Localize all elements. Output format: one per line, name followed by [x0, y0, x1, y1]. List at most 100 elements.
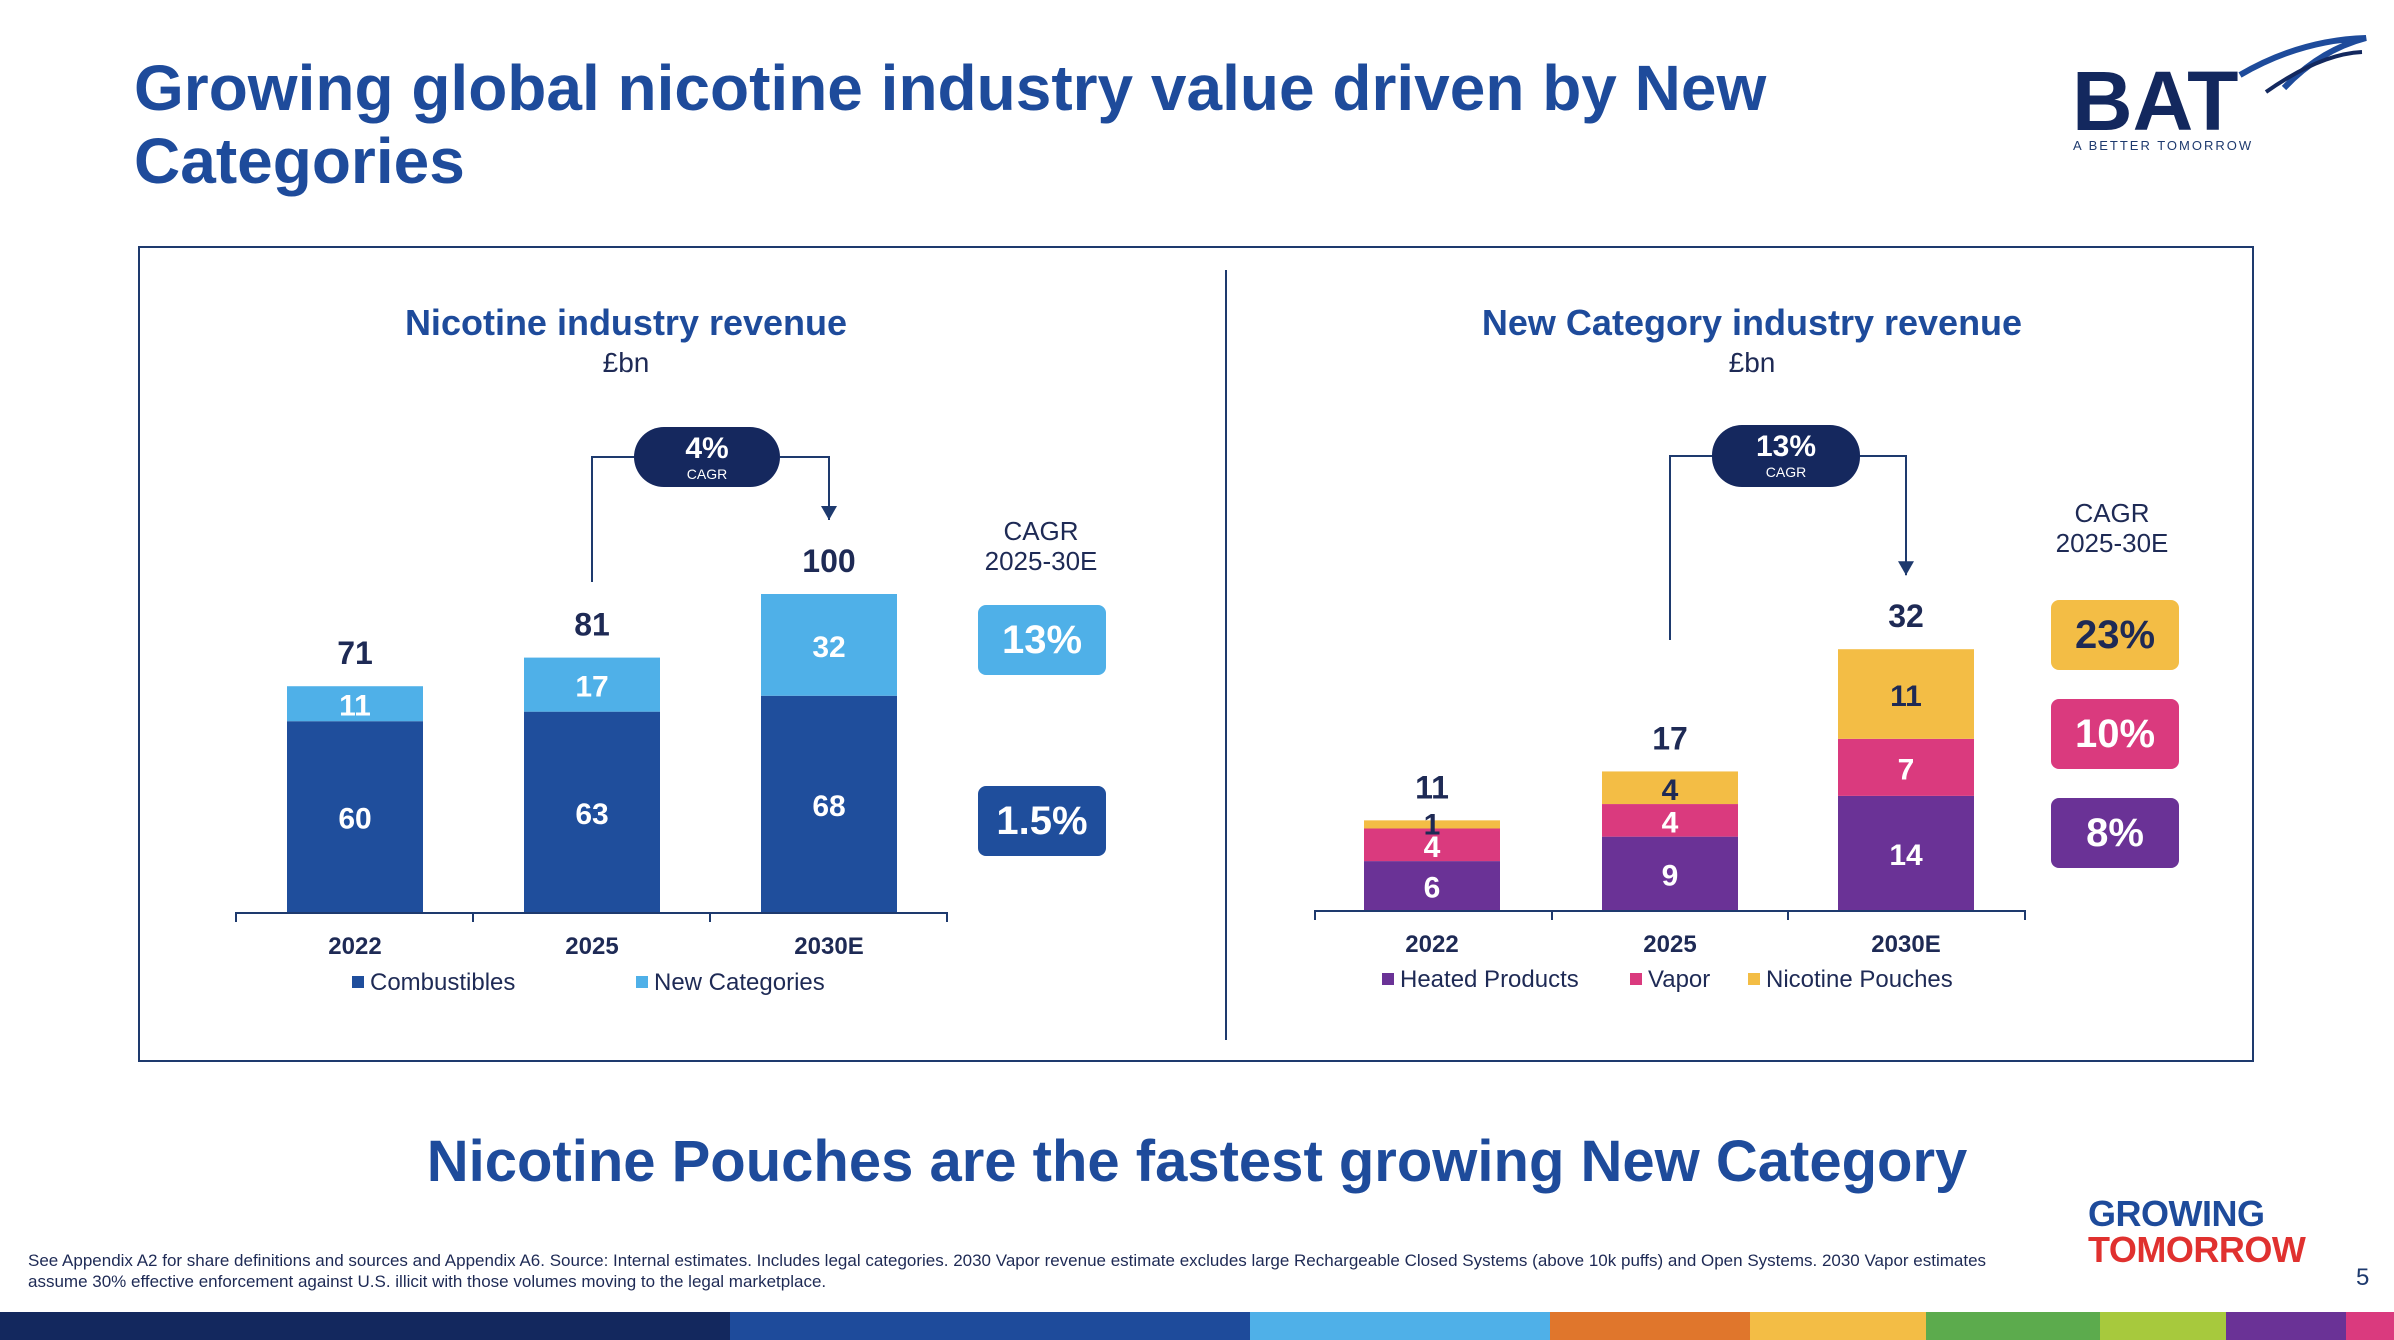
- total-label: 81: [574, 607, 610, 643]
- bar-segment: [761, 594, 897, 696]
- bar-segment: [1364, 828, 1500, 862]
- data-label: 32: [812, 631, 845, 664]
- cagr-pill: [1712, 425, 1860, 487]
- chart-title: New Category industry revenue: [1482, 302, 2022, 343]
- x-tick-label: 2025: [1643, 931, 1696, 958]
- strip-segment: [1750, 1312, 1926, 1340]
- cagr-header: CAGR: [2074, 498, 2149, 528]
- data-label: 68: [812, 790, 845, 823]
- growing-tomorrow-logo: GROWING TOMORROW: [2088, 1196, 2306, 1270]
- chart-title: Nicotine industry revenue: [405, 302, 847, 343]
- data-label: 4: [1662, 774, 1679, 807]
- chart-subtitle: £bn: [1729, 347, 1776, 378]
- data-label: 60: [338, 803, 371, 836]
- bar-segment: [1364, 861, 1500, 910]
- legend-label: Heated Products: [1400, 966, 1579, 993]
- headline: Nicotine Pouches are the fastest growing…: [426, 1129, 1968, 1194]
- cagr-connector: [1669, 455, 1712, 640]
- total-label: 32: [1888, 598, 1924, 634]
- strip-segment: [1550, 1312, 1750, 1340]
- bar-segment: [287, 721, 423, 912]
- bar-segment: [1602, 771, 1738, 805]
- footnote: See Appendix A2 for share definitions an…: [28, 1251, 1987, 1291]
- bar-segment: [287, 686, 423, 722]
- bar-segment: [1838, 738, 1974, 796]
- cagr-badge: [978, 786, 1106, 856]
- legend-swatch: [1382, 973, 1394, 985]
- cagr-badge-value: 13%: [1002, 618, 1082, 662]
- page-title: Growing global nicotine industry value d…: [134, 52, 1767, 197]
- bat-logo: BAT: [2070, 30, 2370, 160]
- strip-segment: [1250, 1312, 1550, 1340]
- x-tick-label: 2030E: [1871, 931, 1940, 958]
- charts-divider: [1225, 270, 1227, 1040]
- legend-label: Combustibles: [370, 969, 515, 996]
- bar-segment: [1838, 649, 1974, 739]
- data-label: 14: [1889, 839, 1923, 872]
- bar-segment: [524, 711, 660, 912]
- strip-segment: [2346, 1312, 2394, 1340]
- cagr-arrow: [1898, 561, 1914, 576]
- strip-segment: [2226, 1312, 2346, 1340]
- color-strip: [0, 1312, 2394, 1340]
- cagr-badge-value: 23%: [2075, 613, 2155, 657]
- cagr-arrow: [821, 506, 837, 520]
- data-label: 63: [575, 798, 608, 831]
- cagr-connector: [1860, 455, 1907, 576]
- total-label: 17: [1652, 720, 1688, 756]
- strip-segment: [2100, 1312, 2226, 1340]
- cagr-header: CAGR: [1003, 516, 1078, 546]
- cagr-badge: [2051, 600, 2179, 670]
- bar-segment: [1838, 795, 1974, 910]
- bar-segment: [1602, 836, 1738, 910]
- data-label: 17: [575, 671, 608, 704]
- bat-logo-text: BAT: [2072, 54, 2238, 148]
- cagr-badge-value: 10%: [2075, 712, 2155, 756]
- cagr-header: 2025-30E: [2056, 528, 2169, 558]
- page-number: 5: [2356, 1264, 2370, 1291]
- cagr-pill-label: CAGR: [687, 466, 727, 482]
- total-label: 71: [337, 635, 373, 671]
- cagr-connector: [591, 456, 634, 582]
- cagr-pill-value: 4%: [685, 432, 728, 465]
- legend-swatch: [1748, 973, 1760, 985]
- cagr-badge: [978, 605, 1106, 675]
- cagr-badge: [2051, 699, 2179, 769]
- charts-frame: [138, 246, 2254, 1062]
- cagr-pill-value: 13%: [1756, 430, 1816, 463]
- total-label: 11: [1415, 769, 1449, 805]
- bar-segment: [524, 657, 660, 712]
- cagr-connector: [780, 456, 830, 520]
- cagr-badge-value: 1.5%: [996, 799, 1087, 843]
- bat-tagline: A BETTER TOMORROW: [2073, 138, 2254, 153]
- legend-swatch: [352, 976, 364, 988]
- charts-canvas: Nicotine industry revenue£bn601171202263…: [235, 302, 2179, 996]
- cagr-header: 2025-30E: [985, 546, 1098, 576]
- cagr-badge-value: 8%: [2086, 811, 2144, 855]
- legend-label: New Categories: [654, 969, 825, 996]
- cagr-badge: [2051, 798, 2179, 868]
- strip-segment: [0, 1312, 730, 1340]
- bar-segment: [761, 695, 897, 912]
- bar-segment: [1602, 804, 1738, 837]
- legend-label: Vapor: [1648, 966, 1710, 993]
- x-tick-label: 2030E: [794, 933, 863, 960]
- data-label: 6: [1424, 872, 1441, 905]
- data-label: 4: [1662, 806, 1679, 839]
- cagr-pill-label: CAGR: [1766, 464, 1806, 480]
- data-label: 4: [1424, 831, 1441, 864]
- data-label: 9: [1662, 859, 1679, 892]
- data-label: 11: [1890, 680, 1922, 713]
- legend-label: Nicotine Pouches: [1766, 966, 1953, 993]
- data-label: 11: [339, 690, 371, 723]
- cagr-pill: [634, 427, 780, 487]
- tomorrow-text: TOMORROW: [2088, 1229, 2306, 1270]
- legend-swatch: [1630, 973, 1642, 985]
- chart-subtitle: £bn: [603, 347, 650, 378]
- data-label: 1: [1424, 808, 1441, 841]
- total-label: 100: [802, 543, 855, 579]
- strip-segment: [730, 1312, 1250, 1340]
- data-label: 7: [1898, 753, 1915, 786]
- x-tick-label: 2025: [565, 933, 618, 960]
- strip-segment: [1926, 1312, 2100, 1340]
